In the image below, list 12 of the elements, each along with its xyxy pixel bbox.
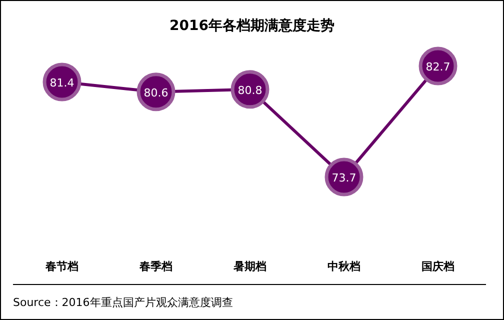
x-tick-label: 春节档 — [44, 260, 78, 273]
x-tick-label: 暑期档 — [232, 260, 266, 273]
data-label: 80.8 — [238, 84, 262, 97]
source-note: Source：2016年重点国产片观众满意度调查 — [13, 296, 233, 309]
data-label: 80.6 — [144, 86, 168, 100]
data-label: 81.4 — [50, 76, 74, 90]
x-tick-label: 中秋档 — [328, 260, 360, 273]
x-tick-label: 春季档 — [138, 260, 172, 273]
chart-title: 2016年各档期满意度走势 — [170, 17, 334, 34]
data-label: 82.7 — [426, 60, 450, 74]
x-tick-label: 国庆档 — [422, 260, 454, 273]
data-label: 73.7 — [332, 172, 356, 184]
